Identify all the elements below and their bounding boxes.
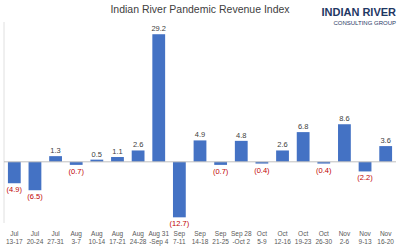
- x-tick-label-line: Nov: [380, 230, 392, 237]
- x-tick-label-line: Jul: [10, 230, 19, 237]
- logo-text: INDIAN RIVER: [321, 6, 396, 18]
- bar: [276, 150, 289, 161]
- x-tick-label-line: Sep 28: [231, 230, 252, 238]
- data-label: 1.3: [50, 146, 60, 155]
- x-tick-label-line: 10-14: [89, 238, 106, 245]
- x-tick-label-line: 2-6: [340, 238, 350, 245]
- x-tick-label: Sep14-18: [192, 230, 209, 245]
- x-tick-label: Jul27-31: [47, 230, 64, 245]
- data-label: 6.8: [298, 122, 308, 131]
- x-tick-label-line: Oct: [277, 230, 287, 237]
- data-label: (0.4): [316, 166, 332, 175]
- y-axis-line: [4, 22, 5, 223]
- x-tick-label-line: 21-25: [212, 238, 229, 245]
- x-tick-label-line: Aug: [70, 230, 82, 238]
- x-tick-label: Oct19-23: [295, 230, 312, 245]
- x-tick-label-line: 9-13: [359, 238, 372, 245]
- bar: [173, 162, 186, 217]
- x-axis-line: [4, 161, 396, 162]
- data-label: (0.4): [254, 166, 270, 175]
- data-label: 8.6: [339, 114, 349, 123]
- x-tick-label: Oct5-9: [257, 230, 267, 245]
- x-tick-label-line: Aug: [132, 230, 144, 238]
- x-tick-label: Aug3-7: [70, 230, 82, 245]
- x-tick-label-line: Oct: [319, 230, 329, 237]
- x-tick-label-line: 16-20: [377, 238, 394, 245]
- x-tick-label: Oct26-30: [315, 230, 332, 245]
- x-tick-label-line: 3-7: [72, 238, 82, 245]
- data-label: 0.5: [92, 150, 102, 159]
- x-tick-label: Nov9-13: [359, 230, 372, 245]
- x-tick-label-line: Sep: [215, 230, 227, 238]
- bar: [49, 156, 62, 162]
- x-tick-label-line: 13-17: [6, 238, 23, 245]
- bar: [338, 124, 351, 162]
- x-tick-label-line: 7-11: [173, 238, 186, 245]
- x-tick-label: Aug 31-Sep 4: [148, 230, 169, 246]
- x-tick-label-line: Oct: [257, 230, 267, 237]
- x-tick-label-line: 24-28: [130, 238, 147, 245]
- x-tick-label-line: Oct: [298, 230, 308, 237]
- x-tick-label: Aug17-21: [109, 230, 126, 245]
- bars: [8, 34, 392, 217]
- x-tick-label: Oct12-16: [274, 230, 291, 245]
- bar: [152, 34, 165, 162]
- x-tick-label: Nov2-6: [339, 230, 351, 245]
- x-tick-label: Aug10-14: [89, 230, 106, 245]
- x-tick-label-line: Aug: [112, 230, 124, 238]
- x-tick-label-line: Aug 31: [148, 230, 169, 238]
- x-tick-label: Aug24-28: [130, 230, 147, 245]
- x-tick-label-line: 5-9: [257, 238, 267, 245]
- x-tick-label-line: 20-24: [27, 238, 44, 245]
- x-tick-label-line: -Sep 4: [149, 238, 169, 246]
- bar: [132, 150, 145, 161]
- bar: [297, 132, 310, 162]
- bar: [111, 157, 124, 162]
- bar: [194, 140, 207, 161]
- data-label: 2.6: [277, 140, 287, 149]
- x-tick-label: Jul20-24: [27, 230, 44, 245]
- x-tick-label-line: 12-16: [274, 238, 291, 245]
- data-label: 1.1: [112, 147, 122, 156]
- x-tick-label-line: -Oct 2: [232, 238, 250, 245]
- data-label: 29.2: [151, 24, 166, 33]
- x-tick-label-line: 19-23: [295, 238, 312, 245]
- bar: [379, 146, 392, 162]
- title: Indian River Pandemic Revenue Index: [110, 3, 290, 15]
- data-label: (0.7): [213, 167, 229, 176]
- x-tick-label-line: 17-21: [109, 238, 126, 245]
- chart: Indian River Pandemic Revenue Index INDIA…: [0, 0, 400, 250]
- data-label: (2.2): [357, 173, 373, 182]
- data-label: (0.7): [68, 167, 84, 176]
- x-tick-label-line: 14-18: [192, 238, 209, 245]
- x-tick-label-line: Jul: [31, 230, 40, 237]
- bar: [235, 141, 248, 162]
- data-label: (12.7): [170, 219, 190, 228]
- data-label: 2.6: [133, 140, 143, 149]
- logo-subtext: CONSULTING GROUP: [333, 20, 396, 26]
- x-tick-label-line: Sep: [174, 230, 186, 238]
- x-tick-label-line: Sep: [194, 230, 206, 238]
- x-tick-label: Sep7-11: [173, 230, 186, 245]
- x-tick-label: Sep21-25: [212, 230, 229, 245]
- data-label: 4.8: [236, 131, 246, 140]
- x-tick-label: Sep 28-Oct 2: [231, 230, 252, 245]
- x-tick-label-line: Nov: [339, 230, 351, 237]
- x-tick-label-line: Jul: [51, 230, 60, 237]
- bar: [8, 162, 21, 183]
- x-tick-label-line: 27-31: [47, 238, 64, 245]
- x-tick-label-line: Nov: [359, 230, 371, 237]
- bar: [29, 162, 42, 190]
- data-label: 3.6: [380, 136, 390, 145]
- bar: [359, 162, 372, 172]
- data-label: (4.9): [7, 185, 23, 194]
- x-tick-label-line: 26-30: [315, 238, 332, 245]
- data-label: 4.9: [195, 130, 205, 139]
- x-tick-label: Nov16-20: [377, 230, 394, 245]
- x-tick-label-line: Aug: [91, 230, 103, 238]
- x-tick-label: Jul13-17: [6, 230, 23, 245]
- data-label: (6.5): [27, 192, 43, 201]
